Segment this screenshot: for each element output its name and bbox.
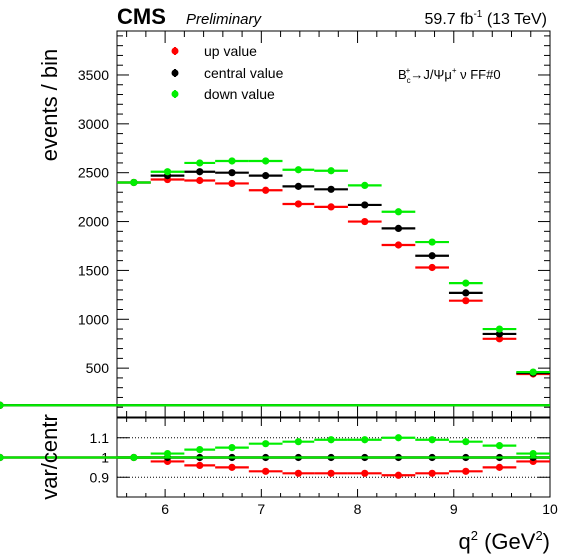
main-marks [0, 157, 550, 409]
legend-label-central: central value [204, 65, 284, 81]
ratio-y-tick-label: 0.9 [90, 469, 110, 485]
main-y-ticks: 500 1000 1500 2000 2500 3000 3500 [78, 35, 550, 408]
main-point [428, 263, 436, 272]
main-point [361, 181, 369, 189]
main-point [327, 167, 335, 175]
ratio-point [462, 467, 470, 475]
legend-entry-down: down value [171, 86, 275, 102]
ratio-point [262, 467, 270, 475]
ratio-point [196, 446, 204, 454]
main-y-tick-label: 2000 [78, 214, 109, 230]
ratio-point [327, 469, 335, 477]
main-x-ticks [126, 31, 551, 417]
legend-entry-up: up value [171, 43, 257, 59]
main-point [262, 172, 270, 180]
main-point [294, 200, 302, 208]
legend-marker-up [171, 47, 179, 55]
legend-entry-central: central value [171, 65, 284, 81]
main-point [196, 176, 204, 185]
main-panel: 500 1000 1500 2000 2500 3000 3500 events / bin… [0, 30, 551, 418]
ratio-y-tick-label: 1.1 [90, 430, 110, 446]
ratio-point [394, 434, 403, 442]
ratio-point [327, 436, 335, 444]
x-tick-label: 6 [161, 501, 169, 517]
ratio-point [294, 438, 302, 446]
ratio-point [228, 444, 236, 452]
main-point [196, 168, 204, 176]
main-point [294, 182, 302, 190]
ratio-y-axis-label: var/centr [37, 414, 62, 500]
main-point [529, 368, 537, 376]
ratio-point [361, 469, 369, 477]
main-frame [116, 30, 551, 418]
main-point [327, 203, 335, 211]
main-series [0, 168, 550, 409]
main-y-tick-label: 1000 [78, 311, 109, 327]
main-point [394, 241, 403, 249]
ratio-point [228, 463, 236, 471]
main-point [361, 217, 369, 226]
channel-annotation: Bc+→J/Ψμ+ ν FF#0 [398, 66, 501, 85]
ratio-x-ticks: 6 7 8 9 10 [126, 418, 558, 517]
x-tick-label: 10 [542, 501, 558, 517]
main-point [495, 325, 504, 333]
ratio-point [163, 449, 172, 458]
main-point [428, 238, 436, 246]
main-point [462, 289, 470, 297]
main-point [196, 159, 204, 167]
ratio-point [495, 463, 504, 471]
ratio-point [529, 449, 537, 458]
main-point [228, 157, 236, 165]
main-point [462, 279, 470, 287]
main-point [228, 179, 236, 188]
main-point [294, 166, 302, 174]
main-point [262, 186, 270, 194]
experiment-label: CMS [117, 4, 166, 29]
ratio-point [462, 438, 470, 446]
ratio-point [294, 469, 302, 477]
legend-label-up: up value [204, 43, 257, 59]
legend-marker-down [171, 90, 179, 98]
main-point [394, 208, 403, 216]
x-tick-label: 9 [450, 501, 458, 517]
ratio-point [196, 461, 204, 469]
x-tick-label: 7 [257, 501, 265, 517]
ratio-point [394, 471, 403, 479]
main-point [462, 297, 470, 305]
x-axis-label: q2 (GeV2) [458, 528, 550, 554]
main-point [394, 224, 403, 232]
ratio-series [0, 434, 550, 462]
ratio-point [428, 469, 436, 477]
main-y-tick-label: 1500 [78, 262, 109, 278]
main-y-tick-label: 500 [86, 360, 110, 376]
main-point [262, 157, 270, 165]
main-series [0, 157, 550, 409]
status-label: Preliminary [186, 11, 263, 28]
main-point [428, 252, 436, 260]
ratio-point [361, 436, 369, 444]
main-point [163, 168, 172, 176]
main-point [130, 178, 138, 187]
ratio-point [0, 453, 4, 462]
main-y-tick-label: 3000 [78, 116, 109, 132]
main-point [327, 185, 335, 193]
legend: up value central value down value [171, 43, 284, 102]
main-point [0, 401, 4, 409]
ratio-point [428, 436, 436, 444]
ratio-point [262, 440, 270, 448]
main-point [228, 169, 236, 177]
ratio-marks [0, 434, 550, 479]
main-y-tick-label: 2500 [78, 165, 109, 181]
main-y-tick-label: 3500 [78, 67, 109, 83]
ratio-point [495, 442, 504, 450]
x-tick-label: 8 [354, 501, 362, 517]
legend-marker-central [171, 69, 179, 77]
main-y-axis-label: events / bin [37, 49, 62, 162]
legend-label-down: down value [204, 86, 275, 102]
lumi-label: 59.7 fb-1 (13 TeV) [425, 9, 547, 28]
main-point [361, 201, 369, 209]
